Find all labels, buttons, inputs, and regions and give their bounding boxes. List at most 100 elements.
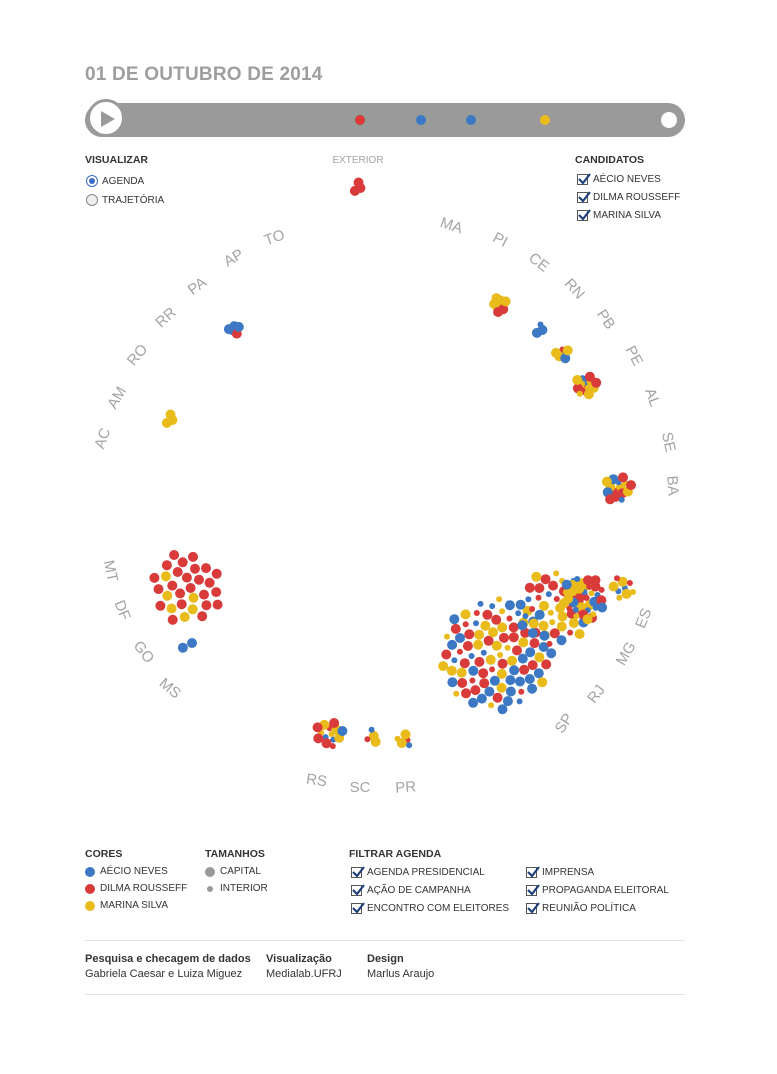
- event-dot-aecio[interactable]: [477, 600, 484, 607]
- event-dot-dilma[interactable]: [204, 577, 215, 588]
- checkbox-checked-icon[interactable]: [577, 173, 591, 185]
- event-dot-dilma[interactable]: [329, 718, 340, 728]
- timeline-track[interactable]: [85, 103, 685, 137]
- play-button[interactable]: [87, 99, 125, 137]
- event-dot-aecio[interactable]: [509, 665, 520, 676]
- event-dot-dilma[interactable]: [499, 632, 509, 643]
- event-dot-marina[interactable]: [488, 627, 498, 638]
- event-dot-aecio[interactable]: [517, 653, 528, 664]
- event-dot-aecio[interactable]: [545, 591, 552, 598]
- event-dot-aecio[interactable]: [539, 630, 550, 641]
- event-dot-dilma[interactable]: [201, 600, 212, 611]
- event-dot-marina[interactable]: [568, 618, 579, 628]
- event-dot-aecio[interactable]: [337, 726, 348, 736]
- event-dot-aecio[interactable]: [516, 698, 523, 705]
- event-dot-aecio[interactable]: [476, 693, 487, 704]
- event-dot-aecio[interactable]: [556, 635, 567, 646]
- event-dot-dilma[interactable]: [549, 628, 560, 639]
- event-dot-dilma[interactable]: [353, 177, 364, 188]
- event-dot-dilma[interactable]: [462, 621, 469, 628]
- event-dot-dilma[interactable]: [185, 583, 196, 593]
- event-dot-dilma[interactable]: [441, 649, 452, 660]
- event-dot-dilma[interactable]: [188, 551, 198, 562]
- event-dot-dilma[interactable]: [461, 688, 471, 699]
- event-dot-aecio[interactable]: [527, 683, 538, 694]
- event-dot-dilma[interactable]: [199, 589, 209, 600]
- event-dot-aecio[interactable]: [368, 726, 375, 733]
- event-dot-dilma[interactable]: [583, 575, 593, 586]
- checkbox-checked-icon[interactable]: [577, 209, 591, 221]
- event-dot-marina[interactable]: [496, 682, 507, 693]
- event-dot-aecio[interactable]: [546, 648, 557, 659]
- checkbox-checked-icon[interactable]: [526, 902, 540, 914]
- event-dot-aecio[interactable]: [522, 613, 529, 620]
- event-dot-aecio[interactable]: [468, 697, 479, 708]
- event-dot-dilma[interactable]: [567, 629, 574, 636]
- event-dot-marina[interactable]: [547, 609, 554, 616]
- event-dot-dilma[interactable]: [548, 580, 559, 591]
- event-dot-dilma[interactable]: [149, 572, 160, 583]
- event-dot-marina[interactable]: [474, 629, 485, 640]
- event-dot-aecio[interactable]: [525, 596, 532, 603]
- event-dot-marina[interactable]: [161, 417, 172, 428]
- event-dot-dilma[interactable]: [201, 563, 211, 574]
- event-dot-marina[interactable]: [500, 296, 511, 307]
- event-dot-marina[interactable]: [160, 571, 171, 582]
- event-dot-dilma[interactable]: [497, 658, 508, 669]
- event-dot-dilma[interactable]: [546, 640, 553, 647]
- event-dot-dilma[interactable]: [457, 678, 468, 688]
- event-dot-dilma[interactable]: [590, 575, 601, 586]
- event-dot-marina[interactable]: [556, 621, 567, 632]
- event-dot-aecio[interactable]: [572, 606, 579, 613]
- event-dot-dilma[interactable]: [469, 677, 476, 684]
- event-dot-dilma[interactable]: [584, 371, 595, 382]
- event-dot-aecio[interactable]: [560, 353, 571, 364]
- event-dot-dilma[interactable]: [329, 743, 336, 750]
- filter-agenda-presidencial[interactable]: AGENDA PRESIDENCIAL: [351, 866, 485, 878]
- event-dot-aecio[interactable]: [597, 602, 608, 613]
- event-dot-dilma[interactable]: [194, 574, 204, 585]
- event-dot-marina[interactable]: [582, 614, 593, 625]
- event-dot-aecio[interactable]: [574, 576, 581, 582]
- event-dot-marina[interactable]: [491, 640, 502, 651]
- event-dot-dilma[interactable]: [153, 584, 164, 595]
- event-dot-dilma[interactable]: [470, 685, 481, 696]
- event-dot-dilma[interactable]: [583, 595, 590, 601]
- event-dot-dilma[interactable]: [181, 572, 192, 583]
- checkbox-checked-icon[interactable]: [526, 884, 540, 896]
- event-dot-dilma[interactable]: [508, 632, 519, 643]
- event-dot-marina[interactable]: [616, 594, 623, 601]
- filter-encontro-com-eleitores[interactable]: ENCONTRO COM ELEITORES: [351, 902, 509, 914]
- event-dot-dilma[interactable]: [492, 692, 503, 703]
- event-dot-aecio[interactable]: [455, 633, 465, 643]
- event-dot-aecio[interactable]: [561, 579, 572, 590]
- event-dot-marina[interactable]: [456, 667, 467, 678]
- event-dot-marina[interactable]: [165, 409, 176, 420]
- checkbox-marina[interactable]: MARINA SILVA: [577, 209, 661, 221]
- event-dot-dilma[interactable]: [626, 480, 636, 491]
- event-dot-marina[interactable]: [188, 592, 199, 603]
- event-dot-aecio[interactable]: [527, 628, 538, 639]
- event-dot-marina[interactable]: [453, 690, 460, 697]
- event-dot-dilma[interactable]: [456, 648, 463, 655]
- event-dot-dilma[interactable]: [482, 609, 493, 620]
- event-dot-dilma[interactable]: [483, 635, 494, 646]
- event-dot-aecio[interactable]: [618, 496, 625, 503]
- event-dot-aecio[interactable]: [233, 321, 244, 332]
- checkbox-dilma[interactable]: DILMA ROUSSEFF: [577, 191, 680, 203]
- event-dot-marina[interactable]: [166, 603, 177, 614]
- event-dot-aecio[interactable]: [489, 603, 496, 610]
- event-dot-dilma[interactable]: [534, 583, 545, 594]
- filter-imprensa[interactable]: IMPRENSA: [526, 866, 594, 878]
- event-dot-marina[interactable]: [473, 639, 484, 650]
- event-dot-dilma[interactable]: [489, 666, 496, 673]
- event-dot-dilma[interactable]: [459, 658, 470, 669]
- event-dot-dilma[interactable]: [527, 660, 538, 671]
- filter-acao-de-campanha[interactable]: AÇÃO DE CAMPANHA: [351, 884, 471, 896]
- radio-agenda[interactable]: AGENDA: [86, 175, 144, 187]
- event-dot-aecio[interactable]: [505, 675, 516, 686]
- event-dot-aecio[interactable]: [497, 704, 508, 715]
- event-dot-marina[interactable]: [496, 596, 503, 603]
- event-dot-dilma[interactable]: [598, 586, 605, 593]
- event-dot-dilma[interactable]: [493, 307, 504, 317]
